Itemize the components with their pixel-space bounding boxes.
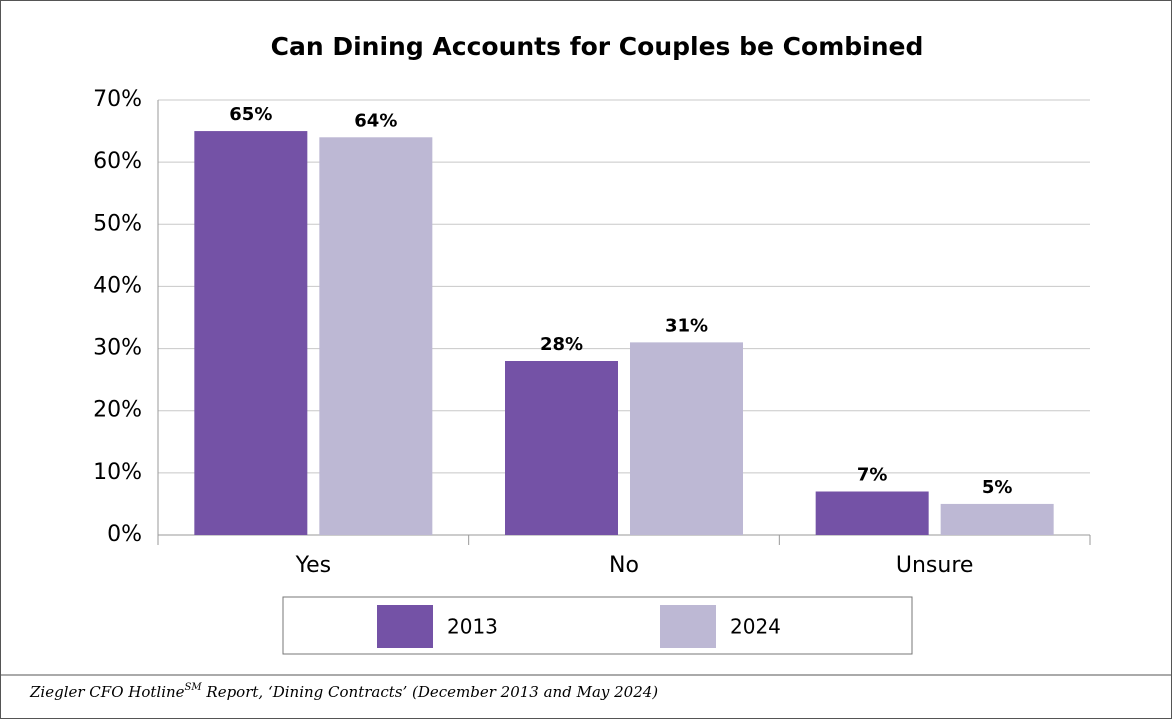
source-superscript: SM: [185, 682, 203, 693]
bar: [194, 131, 308, 536]
value-label: 28%: [540, 334, 583, 355]
y-tick-label: 30%: [93, 336, 142, 361]
y-tick-label: 50%: [93, 211, 142, 236]
bar: [630, 342, 743, 535]
y-tick-label: 20%: [93, 398, 142, 423]
source-text: Ziegler CFO Hotline: [29, 683, 185, 701]
value-label: 5%: [982, 477, 1013, 498]
legend-label: 2024: [730, 615, 781, 639]
x-tick-label: Unsure: [896, 553, 974, 578]
y-tick-label: 10%: [93, 460, 142, 485]
bar: [319, 137, 433, 536]
y-tick-label: 70%: [93, 87, 142, 112]
x-tick-label: Yes: [295, 553, 332, 578]
bar: [815, 491, 929, 535]
bar: [505, 361, 618, 535]
y-tick-label: 0%: [107, 522, 142, 547]
source-text: Report, ‘Dining Contracts’ (December 201…: [202, 683, 659, 701]
value-label: 65%: [229, 104, 272, 125]
value-label: 64%: [354, 110, 397, 131]
y-tick-label: 40%: [93, 273, 142, 298]
y-tick-label: 60%: [93, 149, 142, 174]
x-tick-label: No: [609, 553, 639, 578]
value-label: 7%: [857, 465, 888, 486]
legend-swatch: [377, 605, 433, 648]
legend-label: 2013: [447, 615, 498, 639]
value-label: 31%: [665, 315, 708, 336]
source-note: Ziegler CFO HotlineSM Report, ‘Dining Co…: [29, 682, 658, 702]
bar: [940, 503, 1054, 535]
chart-title: Can Dining Accounts for Couples be Combi…: [271, 32, 924, 61]
legend-swatch: [660, 605, 716, 648]
